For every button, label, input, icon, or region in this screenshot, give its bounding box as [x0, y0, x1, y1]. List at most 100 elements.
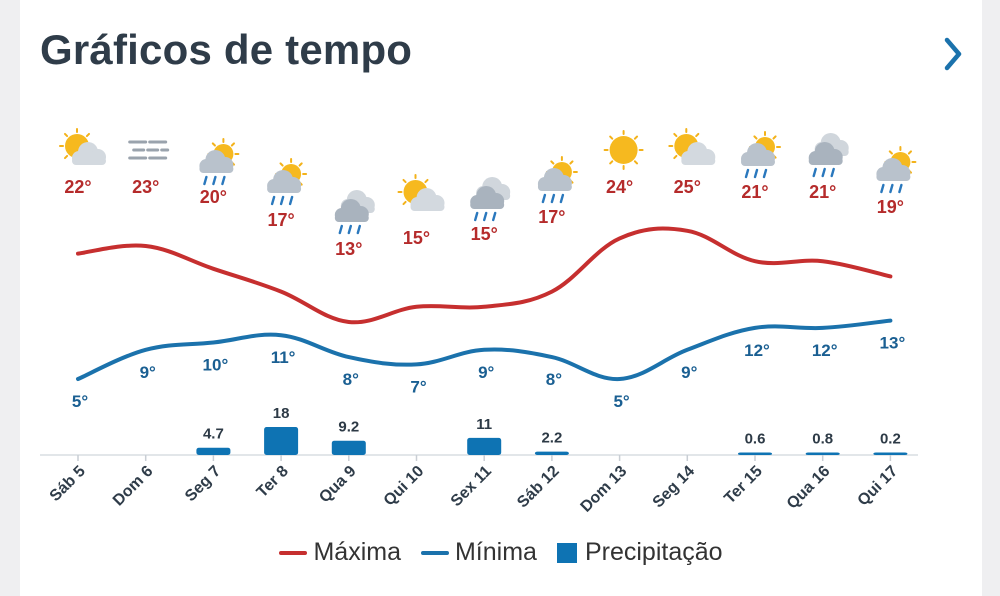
rain-icon: [470, 177, 511, 222]
precip-label: 0.8: [812, 431, 833, 448]
rain-drop: [880, 183, 885, 194]
precip-bar: [738, 452, 772, 455]
min-temp-label: 8°: [343, 370, 359, 389]
cloud-base: [199, 165, 234, 173]
sun-ray: [63, 132, 69, 138]
cloud-base: [741, 158, 775, 166]
rain-drop: [212, 175, 217, 186]
legend-precip-swatch: [556, 542, 577, 563]
rain-icon: [334, 190, 375, 235]
max-temp-label: 13°: [335, 239, 362, 259]
max-temp-line: [76, 226, 893, 325]
weather-charts-card: Gráficos de tempo 4.7 18 9.2 11 2.2 0.6 0.8 0.2…: [20, 0, 982, 596]
rain-drop: [744, 168, 750, 179]
legend-min[interactable]: Mínima: [420, 538, 537, 567]
rain-drop: [288, 195, 294, 206]
sun-ray: [633, 160, 639, 165]
sun-rain-icon: [537, 156, 578, 204]
precip-bar: [873, 452, 908, 455]
sun-ray: [673, 132, 678, 138]
sun-ray: [230, 142, 236, 147]
rain-drop: [203, 175, 208, 186]
rain-drop: [762, 168, 768, 179]
cloud-base: [876, 173, 911, 181]
min-temp-label: 7°: [410, 377, 426, 396]
min-temp-label: 9°: [681, 363, 697, 382]
precip-label: 2.2: [541, 430, 562, 447]
precip-label: 9.2: [338, 419, 359, 436]
partly-cloudy-icon: [397, 174, 445, 211]
partly-sunny-icon: [59, 128, 106, 165]
rain-icon: [808, 133, 849, 178]
max-temp-label: 17°: [538, 207, 565, 227]
x-tick-label: Ter 15: [721, 463, 766, 508]
precip-bars: [196, 427, 908, 455]
sun-rain-icon: [199, 138, 240, 186]
sun-ray: [907, 150, 913, 155]
sun-icon: [603, 130, 644, 170]
rain-drop: [898, 183, 903, 194]
legend-max-label: Máxima: [313, 538, 401, 566]
max-temp-label: 15°: [403, 228, 430, 248]
precip-bar: [264, 427, 299, 455]
x-tick-label: Dom 13: [578, 463, 631, 516]
precip-label: 4.7: [203, 426, 224, 443]
sun-disc: [609, 136, 638, 164]
sun-ray: [888, 150, 893, 155]
sun-ray: [402, 200, 407, 206]
weather-icons: [59, 128, 917, 235]
x-axis-labels: Sáb 5 Dom 6 Seg 7 Ter 8 Qua 9 Qui 10 Sex 11 Sáb…: [47, 463, 902, 516]
min-temp-label: 12°: [812, 341, 838, 360]
max-temp-label: 25°: [674, 177, 701, 197]
x-tick-label: Qua 16: [784, 463, 834, 513]
max-temp-label: 17°: [267, 210, 294, 230]
max-temp-label: 24°: [606, 177, 633, 197]
sun-ray: [695, 132, 700, 138]
chart-legend: Máxima Mínima Precipitação: [20, 538, 982, 567]
rain-drop: [559, 193, 565, 204]
legend-max[interactable]: Máxima: [279, 538, 401, 567]
cloud-base: [334, 214, 369, 222]
max-temp-label: 15°: [471, 224, 498, 244]
max-temp-label: 23°: [132, 177, 159, 197]
sun-ray: [569, 160, 574, 165]
precip-bar: [534, 451, 569, 455]
x-tick-label: Qui 17: [855, 463, 902, 510]
sun-ray: [609, 160, 614, 165]
min-temp-label: 9°: [140, 363, 156, 382]
rain-drop: [347, 224, 352, 235]
rain-drop: [483, 211, 488, 222]
cloud-base: [72, 157, 106, 165]
rain-drop: [356, 224, 361, 235]
x-tick-label: Sex 11: [448, 463, 495, 510]
partly-cloudy-icon: [668, 128, 716, 165]
max-temp-label: 21°: [741, 182, 768, 202]
rain-drop: [889, 183, 894, 194]
legend-min-swatch: [420, 550, 449, 555]
min-temp-label: 13°: [880, 334, 906, 353]
sun-ray: [85, 132, 91, 138]
min-temp-label: 8°: [546, 370, 562, 389]
sun-ray: [402, 178, 407, 184]
precip-label: 11: [476, 416, 492, 433]
chevron-right-icon[interactable]: [938, 34, 968, 74]
rain-drop: [550, 193, 556, 204]
fog-icon: [128, 140, 170, 160]
max-temp-label: 22°: [64, 177, 91, 197]
precip-bar: [805, 452, 840, 455]
precip-label: 0.6: [745, 431, 766, 448]
max-temp-label: 20°: [200, 187, 227, 207]
precip-bar: [331, 440, 366, 455]
legend-precip[interactable]: Precipitação: [556, 538, 723, 567]
sun-ray: [609, 135, 614, 140]
max-temp-label: 21°: [809, 182, 836, 202]
min-temp-line: [76, 318, 893, 382]
cloud-base: [808, 157, 843, 165]
cloud-base: [410, 203, 445, 211]
x-tick-label: Dom 6: [110, 463, 157, 510]
cloud-base: [681, 157, 716, 165]
sun-rain-icon: [267, 158, 308, 206]
rain-drop: [338, 224, 343, 235]
sun-ray: [753, 135, 758, 140]
temperature-lines: [76, 226, 893, 382]
